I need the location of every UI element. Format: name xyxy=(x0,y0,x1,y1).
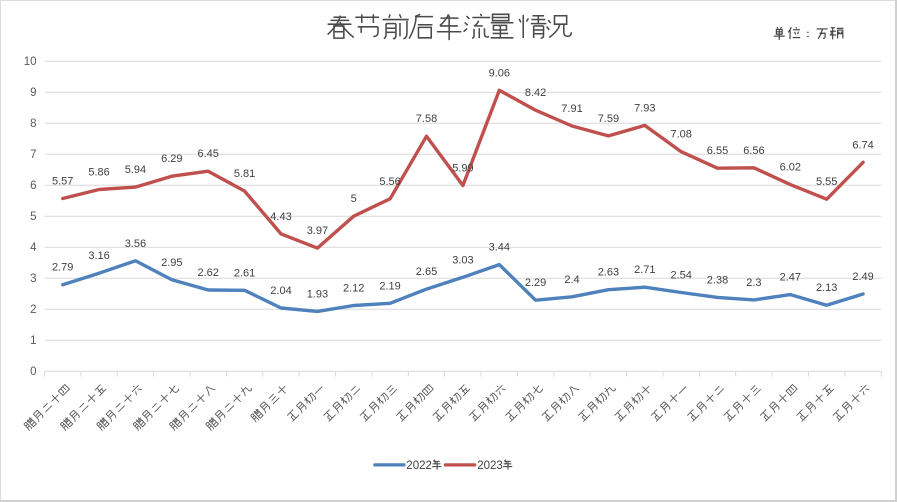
svg-text:2.79: 2.79 xyxy=(52,262,73,274)
svg-text:3.16: 3.16 xyxy=(88,250,109,262)
svg-text:6.56: 6.56 xyxy=(743,145,764,157)
svg-text:5.86: 5.86 xyxy=(88,167,109,179)
svg-text:5.56: 5.56 xyxy=(379,176,400,188)
svg-text:2.29: 2.29 xyxy=(525,277,546,289)
svg-text:2.04: 2.04 xyxy=(270,285,291,297)
svg-text:2.63: 2.63 xyxy=(598,267,619,279)
svg-text:2022: 2022 xyxy=(406,460,432,472)
svg-text:2.12: 2.12 xyxy=(343,283,364,295)
svg-text:7.91: 7.91 xyxy=(561,103,582,115)
svg-text:5.99: 5.99 xyxy=(452,163,473,175)
svg-text:2.62: 2.62 xyxy=(197,267,218,279)
svg-text:2.65: 2.65 xyxy=(416,266,437,278)
svg-text:7.93: 7.93 xyxy=(634,102,655,114)
svg-text:9: 9 xyxy=(30,87,36,99)
svg-text:3.03: 3.03 xyxy=(452,254,473,266)
svg-text:2.4: 2.4 xyxy=(564,274,579,286)
svg-text:3.56: 3.56 xyxy=(125,238,146,250)
svg-text:4: 4 xyxy=(30,242,37,254)
svg-text:5.94: 5.94 xyxy=(125,164,146,176)
svg-text:10: 10 xyxy=(24,56,37,68)
svg-text:5.55: 5.55 xyxy=(816,176,837,188)
svg-text:5.57: 5.57 xyxy=(52,176,73,188)
svg-text:2.49: 2.49 xyxy=(852,271,873,283)
svg-text:2.47: 2.47 xyxy=(780,272,801,284)
svg-text:0: 0 xyxy=(30,366,36,378)
svg-text:2023: 2023 xyxy=(477,460,503,472)
svg-text:6.02: 6.02 xyxy=(780,162,801,174)
svg-text:3: 3 xyxy=(30,273,36,285)
svg-text:5: 5 xyxy=(30,211,36,223)
svg-text:2: 2 xyxy=(30,304,36,316)
svg-text:2.71: 2.71 xyxy=(634,264,655,276)
svg-text:1: 1 xyxy=(30,335,36,347)
svg-text:2.13: 2.13 xyxy=(816,282,837,294)
svg-text:7.58: 7.58 xyxy=(416,113,437,125)
svg-text:8: 8 xyxy=(30,118,36,130)
svg-text:6.29: 6.29 xyxy=(161,153,182,165)
svg-text:2.54: 2.54 xyxy=(670,270,691,282)
svg-text:7.08: 7.08 xyxy=(670,129,691,141)
svg-text:6: 6 xyxy=(30,180,36,192)
svg-text:3.44: 3.44 xyxy=(489,242,510,254)
svg-text:5.81: 5.81 xyxy=(234,168,255,180)
svg-text:7: 7 xyxy=(30,149,36,161)
svg-text:5: 5 xyxy=(351,193,357,205)
svg-text:7.59: 7.59 xyxy=(598,113,619,125)
svg-text:3.97: 3.97 xyxy=(307,225,328,237)
svg-text:2.61: 2.61 xyxy=(234,267,255,279)
svg-text:2.3: 2.3 xyxy=(746,277,761,289)
svg-text:4.43: 4.43 xyxy=(270,211,291,223)
svg-text:1.93: 1.93 xyxy=(307,288,328,300)
svg-text:2.19: 2.19 xyxy=(379,280,400,292)
svg-text:6.55: 6.55 xyxy=(707,145,728,157)
svg-text:6.74: 6.74 xyxy=(852,139,873,151)
svg-text:2.38: 2.38 xyxy=(707,274,728,286)
svg-text:2.95: 2.95 xyxy=(161,257,182,269)
svg-text:9.06: 9.06 xyxy=(489,67,510,79)
svg-text:6.45: 6.45 xyxy=(197,148,218,160)
svg-text:8.42: 8.42 xyxy=(525,87,546,99)
